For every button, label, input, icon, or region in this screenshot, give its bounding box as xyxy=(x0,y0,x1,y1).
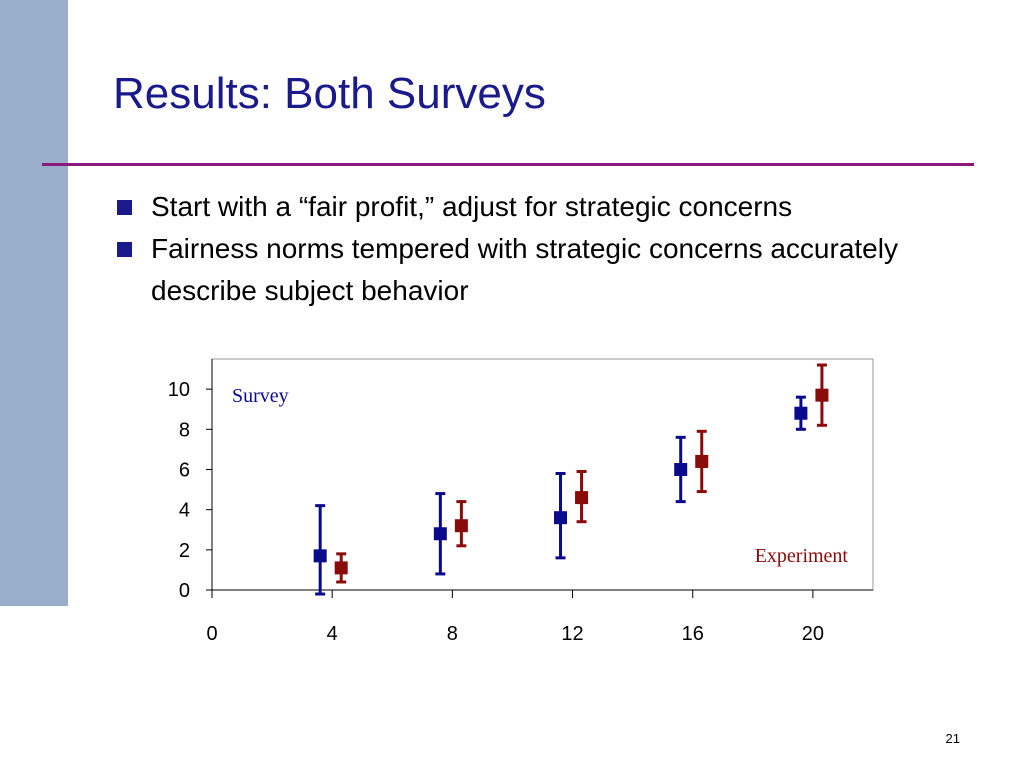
data-point xyxy=(334,561,348,575)
bullet-item: Fairness norms tempered with strategic c… xyxy=(115,228,995,312)
x-tick-label: 4 xyxy=(327,623,338,645)
side-bar xyxy=(0,0,68,606)
legend-experiment: Experiment xyxy=(755,545,849,567)
data-point xyxy=(313,549,327,563)
y-tick-label: 10 xyxy=(168,379,190,401)
bullet-text: Fairness norms tempered with strategic c… xyxy=(151,233,898,306)
bullet-item: Start with a “fair profit,” adjust for s… xyxy=(115,186,995,228)
x-tick-label: 12 xyxy=(561,623,583,645)
x-tick-label: 8 xyxy=(447,623,458,645)
data-point xyxy=(454,519,468,533)
slide-number: 21 xyxy=(945,731,960,746)
square-bullet-icon xyxy=(117,242,132,257)
y-tick-label: 2 xyxy=(179,540,190,562)
y-tick-label: 8 xyxy=(179,419,190,441)
bullet-text: Start with a “fair profit,” adjust for s… xyxy=(151,191,793,222)
legend-survey: Survey xyxy=(232,385,289,407)
bullet-list: Start with a “fair profit,” adjust for s… xyxy=(115,186,995,312)
data-point xyxy=(794,406,808,420)
series-experiment xyxy=(334,363,829,584)
title-rule xyxy=(42,163,974,166)
series-survey xyxy=(313,395,808,596)
axis-ticks: 0 4 8 12 16 20 0 2 4 6 8 10 xyxy=(168,379,824,645)
y-tick-label: 4 xyxy=(179,500,190,522)
data-point xyxy=(554,511,568,525)
data-point xyxy=(695,454,709,468)
x-tick-label: 16 xyxy=(682,623,704,645)
data-marks xyxy=(313,363,829,596)
y-tick-label: 6 xyxy=(179,459,190,481)
square-bullet-icon xyxy=(117,200,132,215)
slide-title: Results: Both Surveys xyxy=(113,69,546,118)
x-tick-label: 20 xyxy=(802,623,824,645)
data-point xyxy=(433,527,447,541)
data-point xyxy=(674,462,688,476)
data-point xyxy=(575,491,589,505)
y-tick-label: 0 xyxy=(179,580,190,602)
x-tick-label: 0 xyxy=(206,623,217,645)
data-point xyxy=(815,388,829,402)
